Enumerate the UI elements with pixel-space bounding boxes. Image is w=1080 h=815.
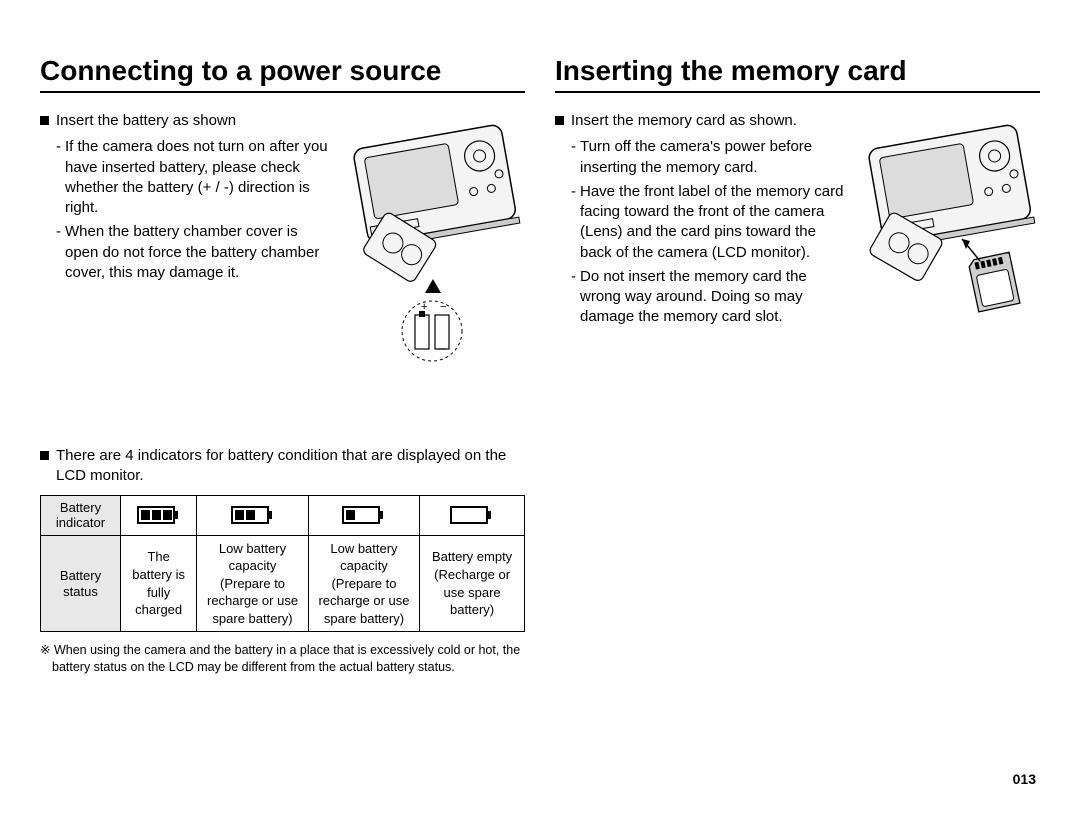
- left-heading: Connecting to a power source: [40, 55, 525, 93]
- battery-two-icon: [230, 503, 276, 527]
- table-row: Battery indicator: [41, 495, 525, 535]
- dash-item: - Turn off the camera's power before ins…: [571, 137, 848, 178]
- square-bullet-icon: [555, 116, 564, 125]
- battery-icon-cell: [197, 495, 308, 535]
- right-text-block: Insert the memory card as shown. - Turn …: [555, 111, 848, 346]
- right-top-section: Insert the memory card as shown. - Turn …: [555, 111, 1040, 346]
- left-bullet-row: Insert the battery as shown: [40, 111, 333, 131]
- left-text-block: Insert the battery as shown - If the cam…: [40, 111, 333, 376]
- left-mid-section: There are 4 indicators for battery condi…: [40, 446, 525, 676]
- battery-empty-icon: [449, 503, 495, 527]
- left-top-section: Insert the battery as shown - If the cam…: [40, 111, 525, 376]
- table-cell: Low battery capacity (Prepare to recharg…: [308, 535, 419, 632]
- left-bullet-text: Insert the battery as shown: [56, 111, 236, 131]
- dash-text: Have the front label of the memory card …: [580, 182, 848, 263]
- mid-bullet-row: There are 4 indicators for battery condi…: [40, 446, 525, 487]
- camera-battery-icon: + −: [345, 111, 525, 371]
- right-heading: Inserting the memory card: [555, 55, 1040, 93]
- right-dash-list: - Turn off the camera's power before ins…: [555, 137, 848, 327]
- right-bullet-text: Insert the memory card as shown.: [571, 111, 797, 131]
- mid-bullet-text: There are 4 indicators for battery condi…: [56, 446, 525, 487]
- table-row: Battery status The battery is fully char…: [41, 535, 525, 632]
- battery-icon-cell: [308, 495, 419, 535]
- battery-icon-cell: [121, 495, 197, 535]
- left-illustration: + −: [345, 111, 525, 376]
- dash-text: Turn off the camera's power before inser…: [580, 137, 848, 178]
- dash-item: - If the camera does not turn on after y…: [56, 137, 333, 218]
- left-column: Connecting to a power source Insert the …: [40, 55, 525, 785]
- table-cell: The battery is fully charged: [121, 535, 197, 632]
- footnote: ※ When using the camera and the battery …: [40, 642, 525, 676]
- table-cell: Low battery capacity (Prepare to recharg…: [197, 535, 308, 632]
- dash-icon: -: [571, 267, 576, 328]
- dash-icon: -: [571, 182, 576, 263]
- left-dash-list: - If the camera does not turn on after y…: [40, 137, 333, 283]
- table-header: Battery status: [41, 535, 121, 632]
- square-bullet-icon: [40, 116, 49, 125]
- dash-item: - Have the front label of the memory car…: [571, 182, 848, 263]
- table-cell: Battery empty (Recharge or use spare bat…: [420, 535, 525, 632]
- table-header: Battery indicator: [41, 495, 121, 535]
- dash-icon: -: [571, 137, 576, 178]
- right-column: Inserting the memory card Insert the mem…: [555, 55, 1040, 785]
- battery-table: Battery indicator: [40, 495, 525, 633]
- page-number: 013: [1013, 771, 1036, 787]
- dash-text: When the battery chamber cover is open d…: [65, 222, 333, 283]
- square-bullet-icon: [40, 451, 49, 460]
- battery-icon-cell: [420, 495, 525, 535]
- dash-icon: -: [56, 222, 61, 283]
- svg-text:+: +: [421, 301, 427, 313]
- dash-text: If the camera does not turn on after you…: [65, 137, 333, 218]
- battery-full-icon: [136, 503, 182, 527]
- dash-item: - Do not insert the memory card the wron…: [571, 267, 848, 328]
- manual-page: Connecting to a power source Insert the …: [40, 55, 1040, 785]
- svg-text:−: −: [440, 301, 446, 313]
- camera-memcard-icon: [860, 111, 1040, 341]
- dash-icon: -: [56, 137, 61, 218]
- dash-text: Do not insert the memory card the wrong …: [580, 267, 848, 328]
- right-bullet-row: Insert the memory card as shown.: [555, 111, 848, 131]
- right-illustration: [860, 111, 1040, 346]
- dash-item: - When the battery chamber cover is open…: [56, 222, 333, 283]
- battery-one-icon: [341, 503, 387, 527]
